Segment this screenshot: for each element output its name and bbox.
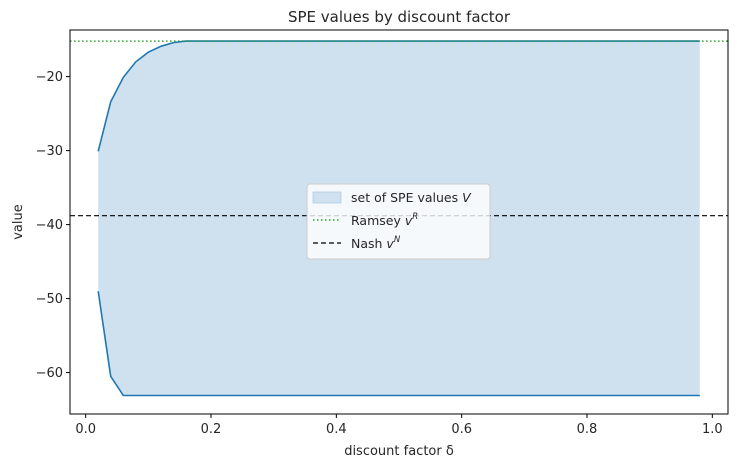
legend-label-spe-values: set of SPE values V bbox=[351, 190, 472, 205]
y-tick-label: −30 bbox=[36, 144, 63, 159]
y-tick-label: −60 bbox=[36, 366, 63, 381]
spe-lower-boundary-line bbox=[97, 291, 700, 397]
x-tick-label: 0.2 bbox=[201, 422, 222, 437]
legend-label-nash: Nash vN bbox=[351, 235, 401, 251]
legend-label-ramsey: Ramsey vR bbox=[351, 212, 418, 228]
x-tick-label: 0.8 bbox=[577, 422, 598, 437]
y-tick-label: −20 bbox=[36, 70, 63, 85]
x-axis: 0.0 0.2 0.4 0.6 0.8 1.0 bbox=[75, 414, 723, 437]
legend-frame bbox=[306, 183, 491, 260]
legend: set of SPE values V Ramsey vR Nash vN bbox=[306, 183, 491, 260]
legend-swatch-spe-values bbox=[312, 191, 342, 204]
chart-title: SPE values by discount factor bbox=[288, 8, 511, 26]
x-tick-label: 1.0 bbox=[702, 422, 723, 437]
y-axis: −20 −30 −40 −50 −60 bbox=[36, 70, 70, 381]
x-tick-label: 0.4 bbox=[326, 422, 347, 437]
x-tick-label: 0.6 bbox=[451, 422, 472, 437]
x-axis-label: discount factor δ bbox=[344, 444, 454, 459]
x-tick-label: 0.0 bbox=[75, 422, 96, 437]
y-tick-label: −50 bbox=[36, 292, 63, 307]
y-tick-label: −40 bbox=[36, 218, 63, 233]
y-axis-label: value bbox=[11, 204, 26, 240]
axes-frame bbox=[69, 29, 729, 415]
